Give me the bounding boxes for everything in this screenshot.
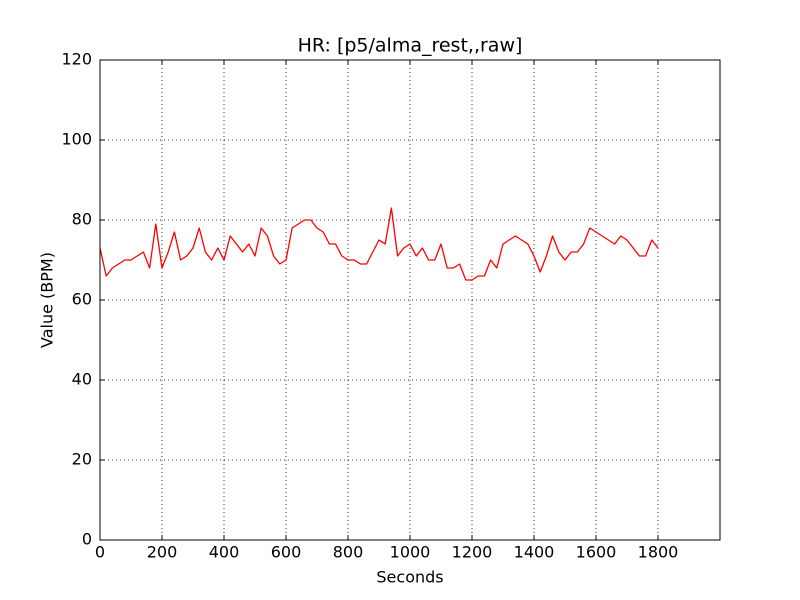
y-tick-label: 80 bbox=[72, 210, 92, 229]
y-tick-label: 120 bbox=[61, 50, 92, 69]
chart-title: HR: [p5/alma_rest,,raw] bbox=[298, 35, 523, 57]
x-tick-label: 200 bbox=[147, 543, 178, 562]
x-tick-label: 0 bbox=[95, 543, 105, 562]
y-tick-label: 60 bbox=[72, 290, 92, 309]
y-tick-label: 100 bbox=[61, 130, 92, 149]
y-axis-label: Value (BPM) bbox=[38, 252, 57, 348]
x-axis-label: Seconds bbox=[376, 568, 443, 587]
y-tick-label: 20 bbox=[72, 450, 92, 469]
x-tick-label: 1400 bbox=[514, 543, 555, 562]
x-tick-label: 800 bbox=[333, 543, 364, 562]
x-tick-label: 600 bbox=[271, 543, 302, 562]
x-tick-label: 1600 bbox=[576, 543, 617, 562]
data-line bbox=[99, 207, 659, 281]
y-tick-label: 0 bbox=[82, 530, 92, 549]
plot-frame bbox=[99, 59, 721, 541]
x-tick-label: 400 bbox=[209, 543, 240, 562]
x-tick-label: 1200 bbox=[452, 543, 493, 562]
x-tick-label: 1000 bbox=[390, 543, 431, 562]
x-tick-label: 1800 bbox=[638, 543, 679, 562]
y-tick-label: 40 bbox=[72, 370, 92, 389]
